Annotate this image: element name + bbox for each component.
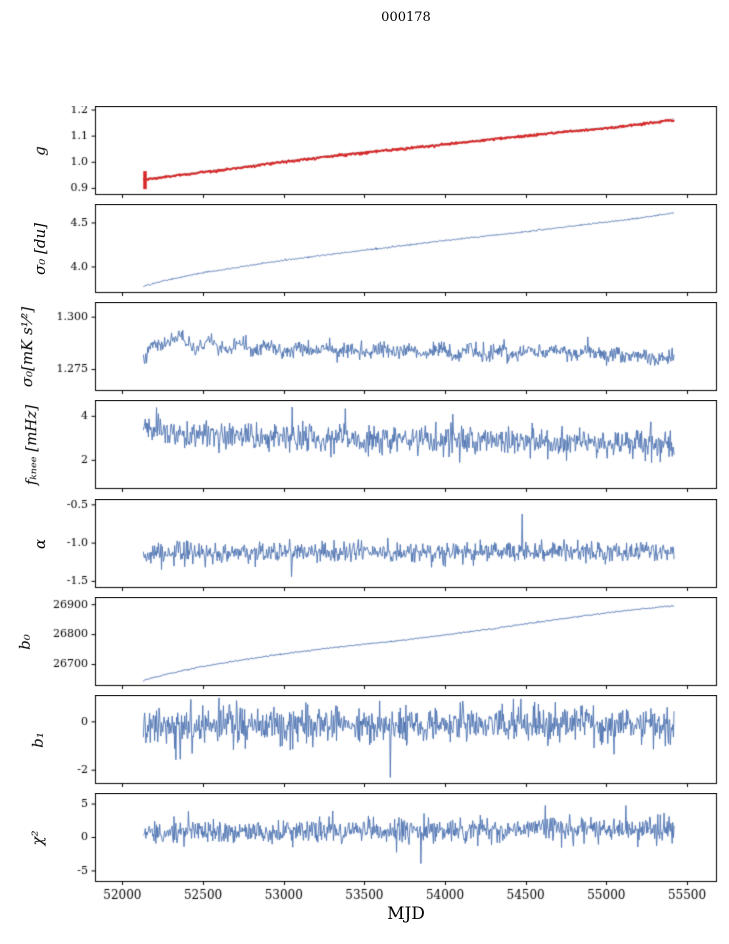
panel-b0: b₀ bbox=[0, 597, 729, 715]
panel-chi2-canvas bbox=[0, 793, 729, 911]
y-axis-label-b1: b₁ bbox=[29, 731, 47, 748]
y-axis-label-alpha: α bbox=[31, 538, 50, 549]
panel-fknee: fₖₙₑₑ [mHz] bbox=[0, 400, 729, 518]
y-axis-label-b0: b₀ bbox=[16, 633, 34, 650]
panel-b1: b₁ bbox=[0, 695, 729, 813]
y-axis-label-sigma0-mks: σ₀[mK s¹⁄²] bbox=[18, 306, 37, 387]
y-axis-label-sigma0-du: σ₀ [du] bbox=[31, 222, 49, 275]
panel-sigma0-mks: σ₀[mK s¹⁄²] bbox=[0, 302, 729, 420]
panel-sigma0-du: σ₀ [du] bbox=[0, 204, 729, 322]
y-axis-label-chi2: χ² bbox=[29, 829, 48, 846]
panel-alpha: α bbox=[0, 499, 729, 617]
panel-chi2: χ² bbox=[0, 793, 729, 911]
panel-fknee-canvas bbox=[0, 400, 729, 518]
x-axis-label: MJD bbox=[387, 904, 425, 924]
y-axis-label-g: g bbox=[31, 145, 50, 156]
figure-title: 000178 bbox=[381, 10, 431, 25]
panel-g: g bbox=[0, 106, 729, 224]
y-axis-label-fknee: fₖₙₑₑ [mHz] bbox=[22, 404, 40, 485]
